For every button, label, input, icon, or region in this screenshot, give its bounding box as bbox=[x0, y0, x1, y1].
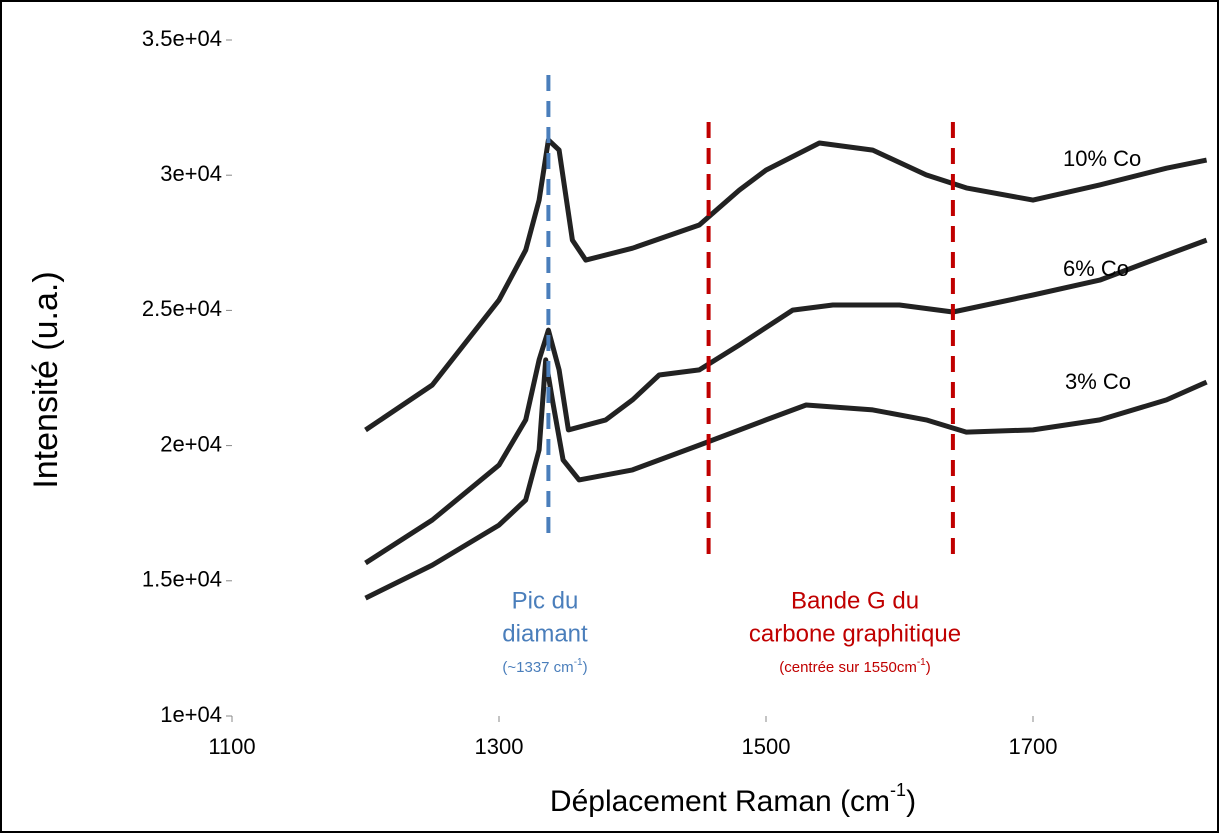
annotation-text: carbone graphitique bbox=[749, 620, 961, 647]
x-tick-label: 1500 bbox=[742, 734, 791, 759]
annotation-note-text: (centrée sur 1550cm bbox=[779, 659, 917, 676]
annotation-note: (centrée sur 1550cm-1) bbox=[779, 657, 930, 676]
y-axis-label: Intensité (u.a.) bbox=[27, 271, 65, 488]
annotation-text: Pic du bbox=[512, 587, 579, 614]
y-tick-label: 1.5e+04 bbox=[142, 567, 222, 592]
y-tick-label: 3e+04 bbox=[160, 161, 222, 186]
x-tick-label: 1700 bbox=[1009, 734, 1058, 759]
x-axis-label: Déplacement Raman (cm-1) bbox=[550, 780, 916, 818]
series-label: 3% Co bbox=[1065, 369, 1131, 394]
y-tick-label: 2.5e+04 bbox=[142, 296, 222, 321]
annotation-text: Bande G du bbox=[791, 587, 919, 614]
x-axis-label-text: Déplacement Raman (cm bbox=[550, 785, 890, 818]
annotation-note: (~1337 cm-1) bbox=[502, 657, 587, 676]
x-axis-label-tail: ) bbox=[906, 785, 916, 818]
series-line bbox=[364, 137, 1208, 433]
series-label: 6% Co bbox=[1063, 256, 1129, 281]
series-line bbox=[364, 357, 1208, 601]
x-tick-label: 1100 bbox=[208, 734, 255, 759]
y-tick-label: 3.5e+04 bbox=[142, 26, 222, 51]
annotation-note-text: (~1337 cm bbox=[502, 659, 573, 676]
series-line bbox=[364, 237, 1208, 566]
annotation-note-tail: ) bbox=[583, 659, 588, 676]
x-tick-label: 1300 bbox=[475, 734, 524, 759]
y-tick-label: 1e+04 bbox=[160, 702, 222, 727]
x-axis-label-sup: -1 bbox=[890, 780, 906, 800]
annotation-note-sup: -1 bbox=[917, 657, 926, 668]
annotation-note-tail: ) bbox=[926, 659, 931, 676]
annotation-note-sup: -1 bbox=[574, 657, 583, 668]
y-tick-label: 2e+04 bbox=[160, 431, 222, 456]
annotation-text: diamant bbox=[502, 620, 588, 647]
series-label: 10% Co bbox=[1063, 146, 1141, 171]
